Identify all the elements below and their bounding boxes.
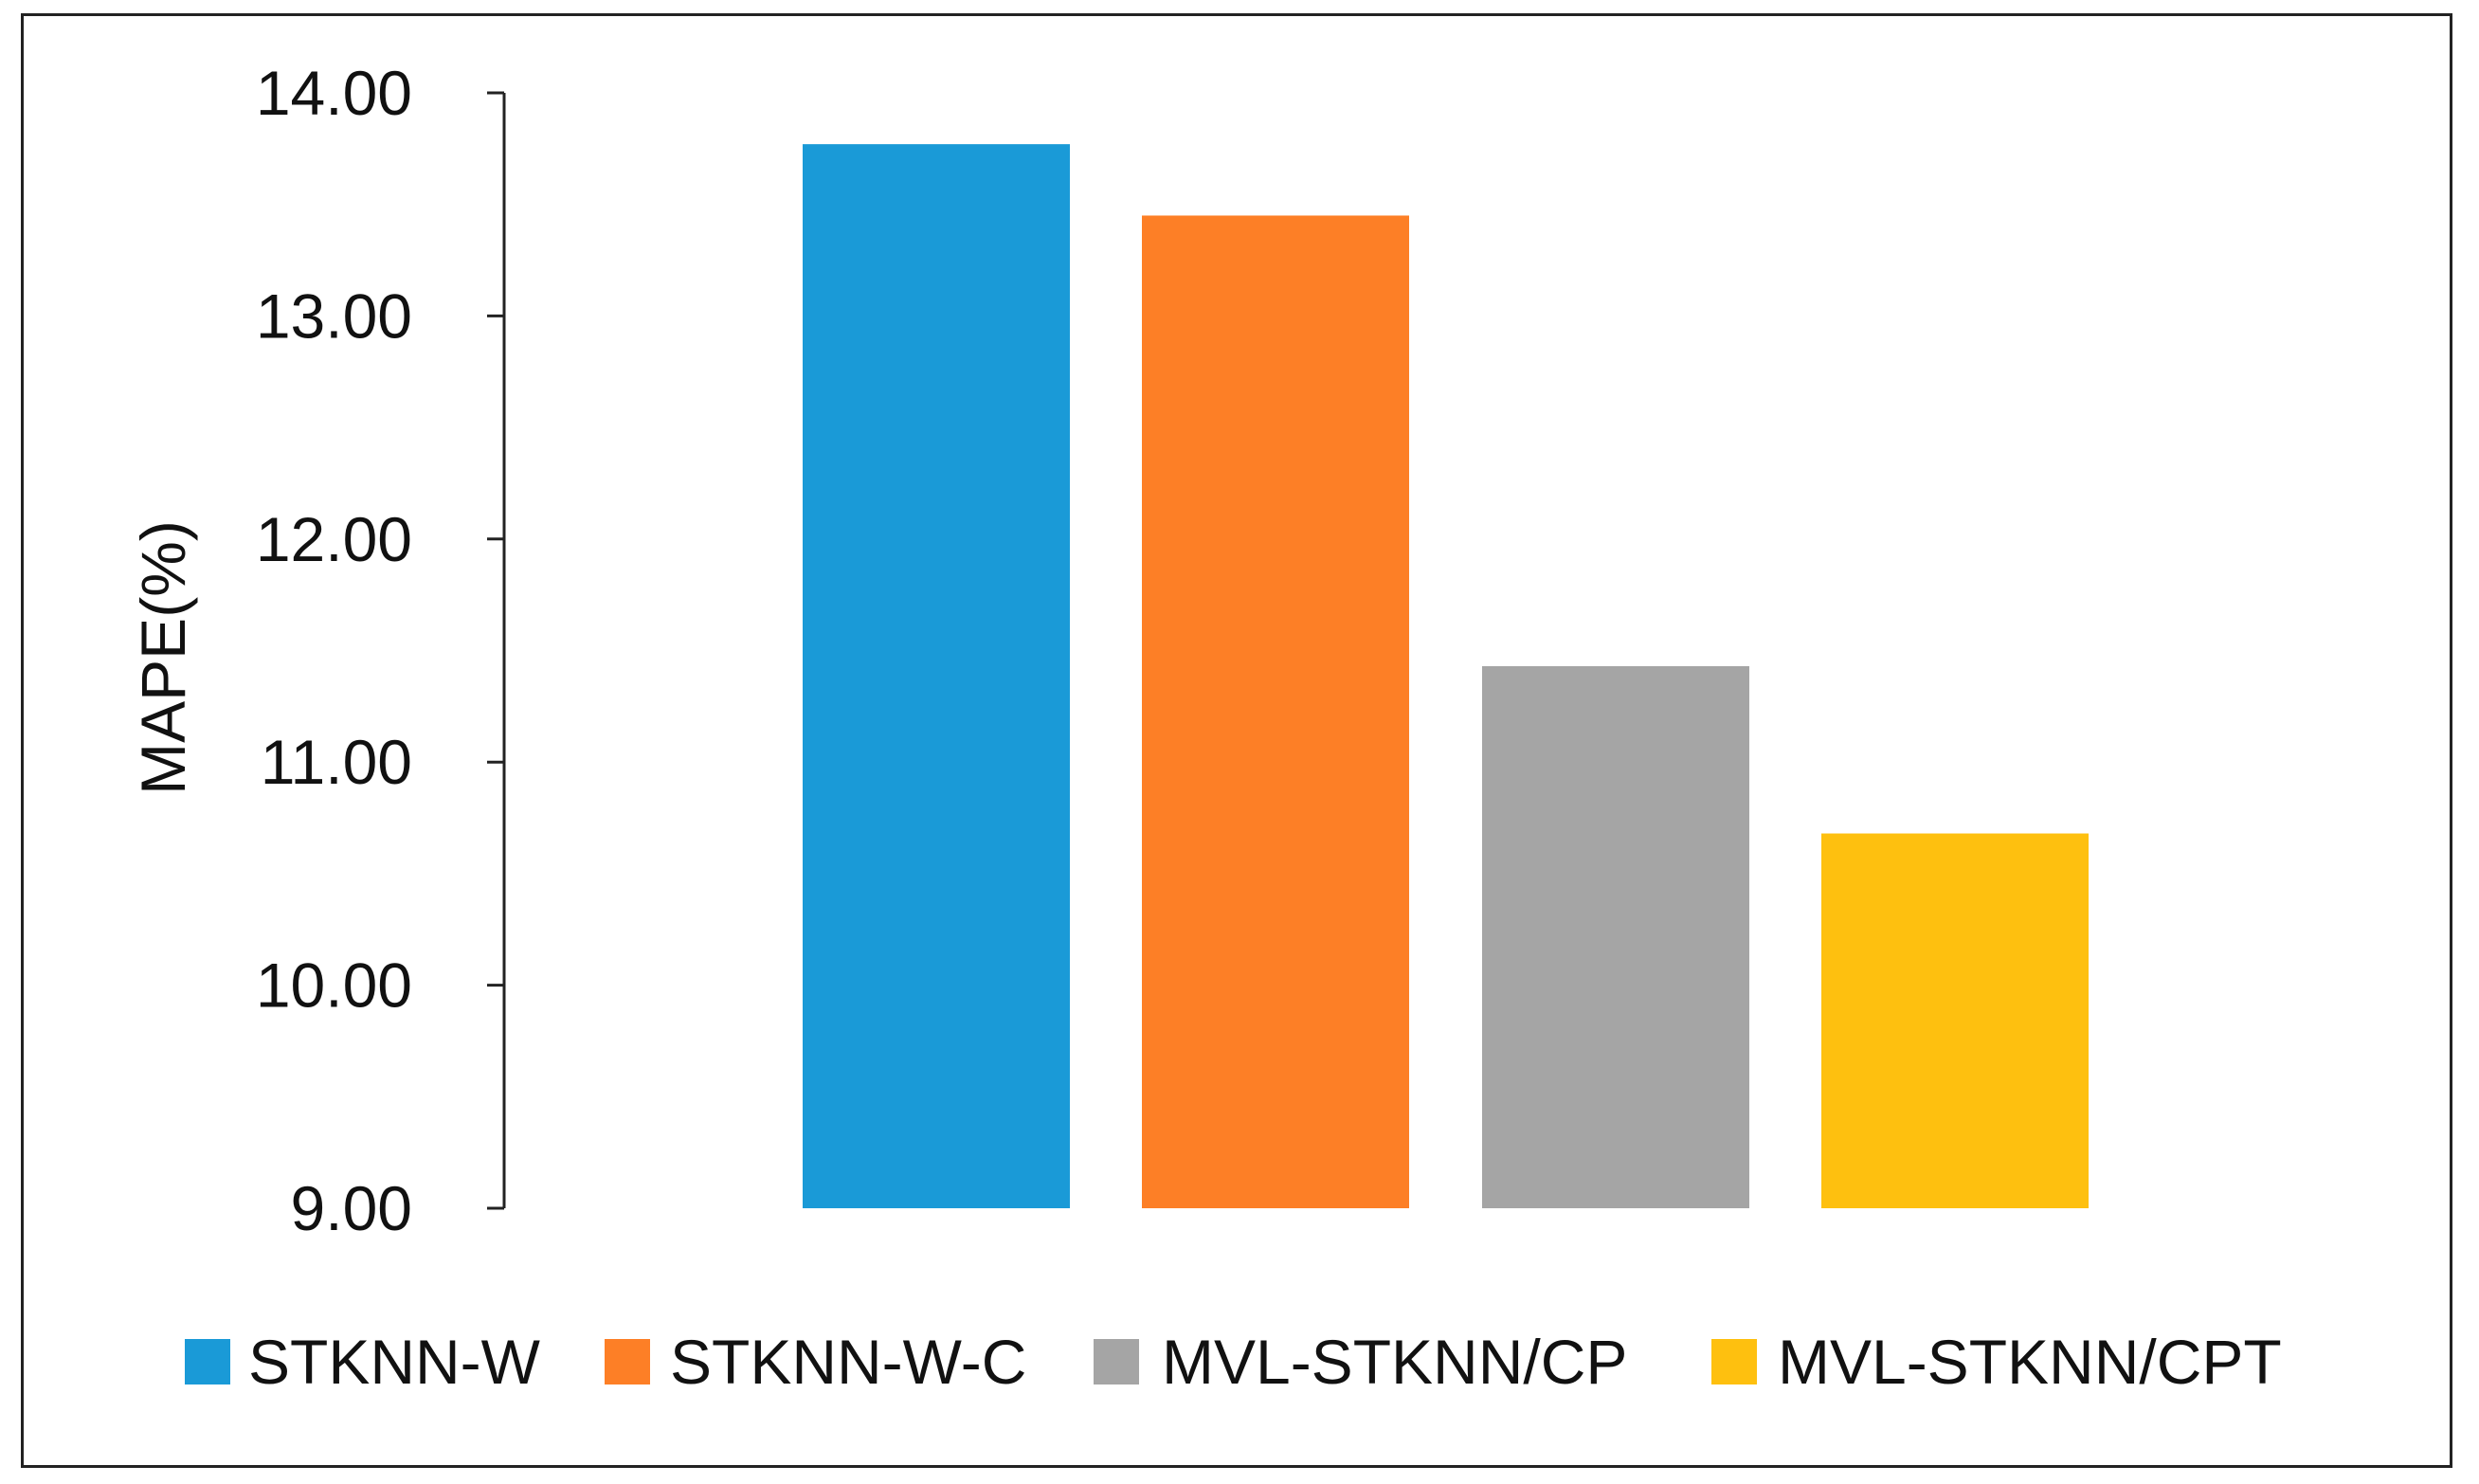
y-tick-label: 11.00 <box>261 727 412 797</box>
legend-swatch <box>1094 1339 1139 1384</box>
y-tick-label: 12.00 <box>256 504 412 574</box>
legend-swatch <box>605 1339 650 1384</box>
bar-stknn-w-c <box>1142 215 1409 1209</box>
legend-label: MVL-STKNN/CPT <box>1778 1327 2282 1397</box>
y-tick-label: 13.00 <box>256 281 412 351</box>
y-tick-label: 14.00 <box>256 58 412 128</box>
bars <box>803 144 2089 1209</box>
legend-swatch <box>1711 1339 1757 1384</box>
legend-label: MVL-STKNN/CP <box>1162 1327 1627 1397</box>
y-tick-label: 10.00 <box>256 950 412 1021</box>
y-axis-title: MAPE(%) <box>128 520 198 795</box>
legend: STKNN-W STKNN-W-C MVL-STKNN/CP MVL-STKNN/CP… <box>185 1327 2282 1397</box>
bar-stknn-w <box>803 144 1070 1209</box>
bar-mvl-stknn-cp <box>1482 665 1749 1208</box>
legend-label: STKNN-W <box>248 1327 541 1397</box>
legend-swatch <box>185 1339 230 1384</box>
bar-mvl-stknn-cpt <box>1821 833 2089 1208</box>
y-ticks: 9.00 10.00 11.00 12.00 13.00 14.00 <box>256 58 504 1243</box>
y-tick-label: 9.00 <box>291 1173 412 1243</box>
legend-label: STKNN-W-C <box>670 1327 1026 1397</box>
